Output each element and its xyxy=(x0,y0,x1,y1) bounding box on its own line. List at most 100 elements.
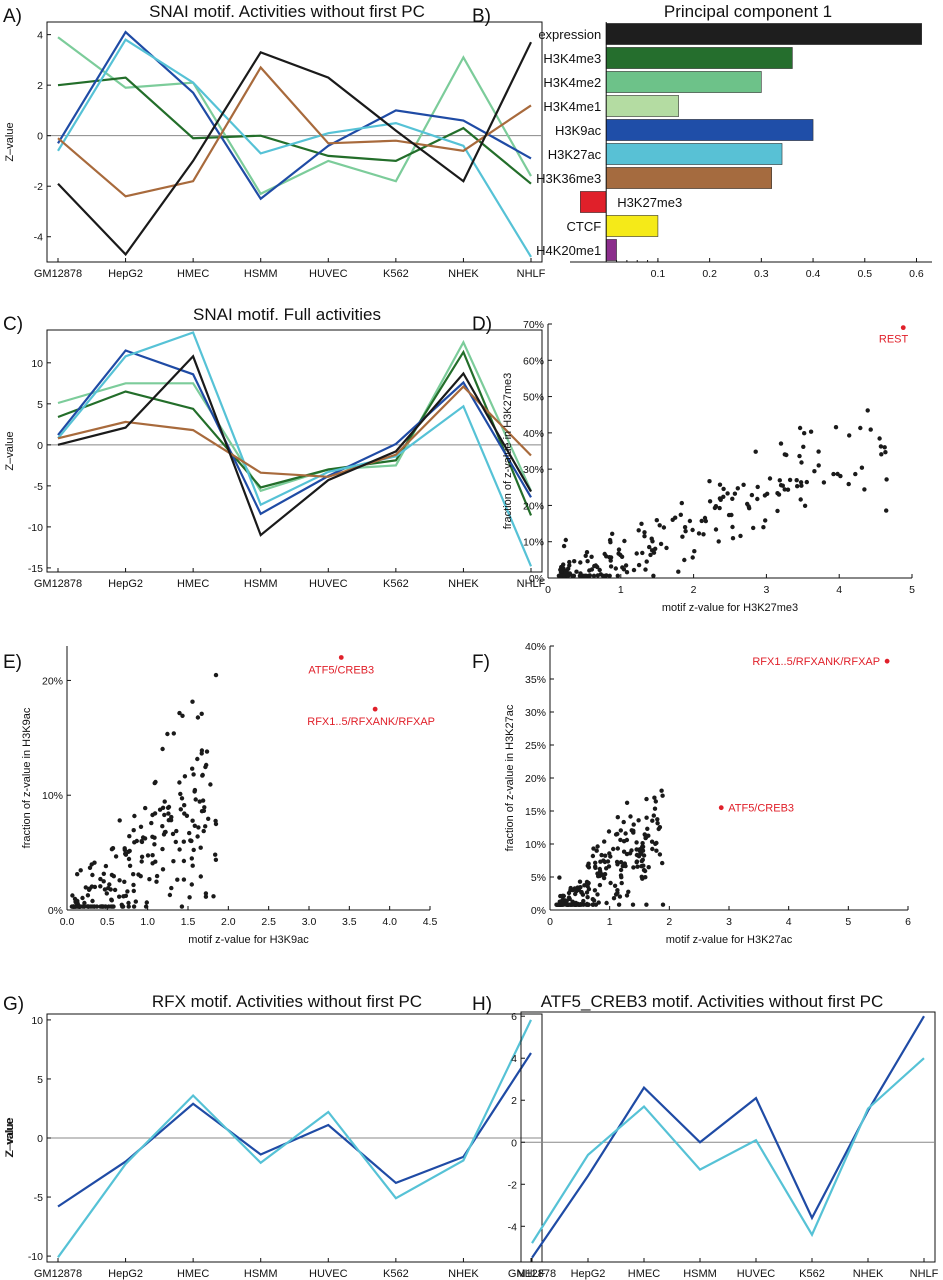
data-point xyxy=(721,486,726,492)
data-point xyxy=(624,570,630,575)
data-point xyxy=(586,573,592,578)
data-point xyxy=(628,814,633,819)
x-tick-label: 0.6 xyxy=(909,268,924,280)
y-tick-label: 40% xyxy=(523,428,544,440)
chart-title: SNAI motif. Activities without first PC xyxy=(149,2,425,21)
data-point xyxy=(567,896,572,902)
data-point xyxy=(618,552,623,558)
data-point xyxy=(652,795,657,800)
data-point xyxy=(199,751,204,756)
data-point xyxy=(560,893,565,898)
data-point xyxy=(150,834,155,839)
data-point xyxy=(627,851,633,856)
data-point xyxy=(126,856,132,862)
y-tick-label: 10% xyxy=(525,839,546,851)
data-point xyxy=(615,573,620,578)
x-tick-label: GM12878 xyxy=(508,1268,556,1280)
data-point xyxy=(592,888,598,893)
highlight-point xyxy=(900,325,906,331)
data-point xyxy=(177,710,182,716)
data-point xyxy=(617,894,623,899)
data-point xyxy=(636,854,642,859)
data-point xyxy=(721,494,726,499)
x-tick-label: 1 xyxy=(618,584,624,596)
plot-frame xyxy=(46,21,543,263)
data-point xyxy=(208,782,213,787)
data-point xyxy=(777,478,782,483)
data-point xyxy=(593,865,598,870)
data-point xyxy=(103,904,108,909)
data-point xyxy=(213,672,219,678)
bar-expression xyxy=(605,23,922,45)
data-point xyxy=(160,824,165,829)
bar-h3k4me1 xyxy=(605,95,679,117)
panel-b: B) Principal component 1 expression H3K4me3… xyxy=(472,2,932,280)
y-tick-label: 10 xyxy=(31,1015,43,1027)
data-point xyxy=(92,860,97,865)
y-tick-label: 4 xyxy=(37,30,43,42)
series-line-4 xyxy=(57,331,533,567)
data-point xyxy=(584,879,590,885)
bar-h3k4me2 xyxy=(605,71,762,93)
x-tick-label: 4.0 xyxy=(382,916,397,928)
data-point xyxy=(738,533,743,539)
x-tick-label: 0 xyxy=(547,916,553,928)
bar-h3k4me3 xyxy=(605,47,793,69)
data-point xyxy=(707,499,713,504)
data-point xyxy=(664,545,669,551)
data-point xyxy=(651,550,657,555)
data-point xyxy=(166,818,171,823)
data-point xyxy=(602,839,607,844)
data-point xyxy=(630,902,636,907)
data-point xyxy=(654,518,659,523)
data-point xyxy=(778,483,784,488)
data-point xyxy=(624,800,630,805)
data-point xyxy=(582,573,588,578)
data-point xyxy=(80,895,85,901)
data-point xyxy=(650,818,655,823)
data-point xyxy=(589,554,594,559)
data-point xyxy=(160,805,166,810)
y-tick-label: 15% xyxy=(525,806,546,818)
y-tick-label: 0% xyxy=(529,573,544,585)
panel-d: D)0 1 2 3 4 50%10%20%30%40%50%60%70%motif z-v… xyxy=(472,314,915,614)
data-point xyxy=(642,530,647,535)
y-tick-label: 2 xyxy=(37,80,43,92)
data-point xyxy=(797,425,803,431)
data-point xyxy=(717,505,722,511)
data-point xyxy=(597,882,603,888)
data-point xyxy=(749,492,755,498)
data-point xyxy=(634,847,639,852)
bar-label: CTCF xyxy=(567,219,602,234)
data-point xyxy=(166,804,172,810)
data-point xyxy=(730,496,735,501)
panel-letter: D) xyxy=(472,314,492,335)
data-point xyxy=(753,449,758,454)
x-tick-label: 3 xyxy=(763,584,769,596)
x-tick-label: HMEC xyxy=(177,1268,209,1280)
data-point xyxy=(174,828,179,834)
data-point xyxy=(591,846,596,851)
data-point xyxy=(641,863,646,868)
x-tick-label: 3.0 xyxy=(302,916,317,928)
data-point xyxy=(162,812,167,818)
data-point xyxy=(599,852,604,858)
data-point xyxy=(649,536,654,541)
data-point xyxy=(195,834,200,839)
data-point xyxy=(204,749,210,754)
data-point xyxy=(755,496,760,502)
data-point xyxy=(601,875,607,881)
data-point xyxy=(201,828,206,834)
data-point xyxy=(730,536,736,541)
data-point xyxy=(558,573,563,578)
bar-h3k9ac xyxy=(605,119,814,141)
data-point xyxy=(204,762,209,768)
data-point xyxy=(735,486,740,491)
data-point xyxy=(191,847,196,853)
x-tick-label: GM12878 xyxy=(34,578,82,590)
bar-label: H3K27me3 xyxy=(617,195,682,210)
data-point xyxy=(152,811,158,816)
data-point xyxy=(162,799,167,804)
data-point xyxy=(652,806,658,811)
x-tick-label: 0.5 xyxy=(100,916,115,928)
